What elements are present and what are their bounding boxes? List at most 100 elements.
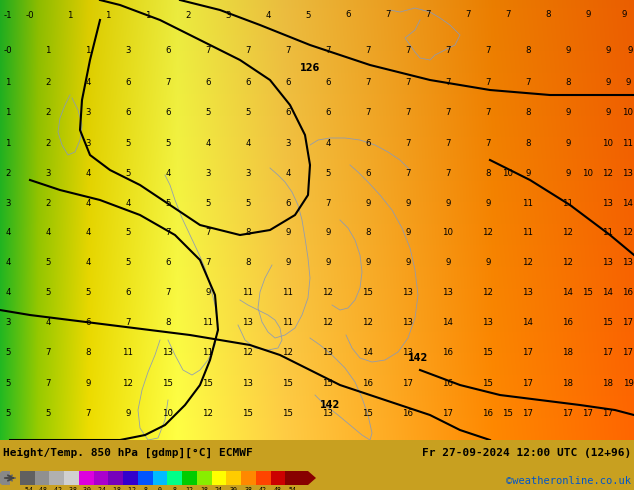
Bar — [271, 471, 285, 485]
Text: 18: 18 — [200, 487, 208, 490]
Text: 11: 11 — [202, 318, 214, 326]
Text: 6: 6 — [365, 169, 371, 177]
Text: -0: -0 — [26, 10, 34, 20]
Text: 7: 7 — [205, 258, 210, 267]
Text: 4: 4 — [5, 227, 11, 237]
Text: 4: 4 — [45, 227, 51, 237]
Text: 7: 7 — [325, 46, 331, 54]
Text: 9: 9 — [205, 288, 210, 296]
Text: -24: -24 — [95, 487, 107, 490]
Text: 9: 9 — [325, 258, 331, 267]
Text: -38: -38 — [65, 487, 77, 490]
Text: 6: 6 — [126, 77, 131, 87]
Text: 9: 9 — [566, 169, 571, 177]
Text: 15: 15 — [363, 288, 373, 296]
Text: 13: 13 — [623, 169, 633, 177]
Text: 5: 5 — [126, 258, 131, 267]
Text: 12: 12 — [562, 227, 574, 237]
Text: 8: 8 — [245, 258, 251, 267]
Text: -42: -42 — [51, 487, 63, 490]
Text: 4: 4 — [126, 198, 131, 207]
Text: 14: 14 — [363, 347, 373, 357]
Text: 7: 7 — [525, 77, 531, 87]
Text: 1: 1 — [5, 77, 11, 87]
Text: 7: 7 — [45, 378, 51, 388]
Text: 17: 17 — [403, 378, 413, 388]
Text: 18: 18 — [562, 378, 574, 388]
Text: -0: -0 — [4, 46, 12, 54]
Text: 7: 7 — [405, 46, 411, 54]
Text: 9: 9 — [566, 46, 571, 54]
Text: 54: 54 — [288, 487, 297, 490]
Text: 126: 126 — [300, 63, 320, 73]
Text: 14: 14 — [623, 198, 633, 207]
Text: 12: 12 — [482, 227, 493, 237]
Text: 15: 15 — [503, 409, 514, 417]
Text: 5: 5 — [126, 139, 131, 147]
Text: 9: 9 — [445, 258, 451, 267]
Text: 8: 8 — [245, 227, 251, 237]
Text: 17: 17 — [602, 409, 614, 417]
Text: 12: 12 — [186, 487, 193, 490]
Text: 7: 7 — [126, 318, 131, 326]
Text: 16: 16 — [443, 378, 453, 388]
Text: 9: 9 — [566, 139, 571, 147]
Text: 5: 5 — [5, 378, 11, 388]
Text: Fr 27-09-2024 12:00 UTC (12+96): Fr 27-09-2024 12:00 UTC (12+96) — [422, 448, 631, 458]
Text: 9: 9 — [585, 9, 591, 19]
Text: 5: 5 — [165, 198, 171, 207]
Text: 9: 9 — [485, 198, 491, 207]
Text: 4: 4 — [205, 139, 210, 147]
Text: 9: 9 — [625, 77, 631, 87]
Text: Height/Temp. 850 hPa [gdmp][°C] ECMWF: Height/Temp. 850 hPa [gdmp][°C] ECMWF — [3, 448, 253, 458]
Text: 12: 12 — [363, 318, 373, 326]
Text: 9: 9 — [405, 227, 411, 237]
Text: 6: 6 — [85, 318, 91, 326]
Text: 1: 1 — [105, 10, 111, 20]
Text: 6: 6 — [126, 107, 131, 117]
Text: 9: 9 — [605, 107, 611, 117]
Text: 4: 4 — [85, 169, 91, 177]
Text: 13: 13 — [443, 288, 453, 296]
Text: 3: 3 — [285, 139, 291, 147]
Text: 7: 7 — [445, 107, 451, 117]
Text: -1: -1 — [4, 10, 12, 20]
Text: 10: 10 — [602, 139, 614, 147]
Text: 4: 4 — [285, 169, 291, 177]
Text: 9: 9 — [285, 258, 290, 267]
Text: 11: 11 — [522, 198, 533, 207]
Text: 13: 13 — [242, 318, 254, 326]
Text: 3: 3 — [45, 169, 51, 177]
Text: 11: 11 — [202, 347, 214, 357]
Text: 7: 7 — [425, 9, 430, 19]
Text: 14: 14 — [443, 318, 453, 326]
Text: 7: 7 — [205, 46, 210, 54]
Text: 11: 11 — [602, 227, 614, 237]
Text: 13: 13 — [162, 347, 174, 357]
Text: 4: 4 — [325, 139, 331, 147]
Text: 13: 13 — [403, 318, 413, 326]
Text: 17: 17 — [443, 409, 453, 417]
Text: 4: 4 — [245, 139, 251, 147]
Text: 1: 1 — [85, 46, 91, 54]
Text: 19: 19 — [623, 378, 633, 388]
Text: 4: 4 — [85, 77, 91, 87]
FancyArrow shape — [0, 471, 10, 485]
Text: 7: 7 — [405, 107, 411, 117]
Text: 7: 7 — [485, 46, 491, 54]
Text: 12: 12 — [562, 258, 574, 267]
Text: 4: 4 — [85, 258, 91, 267]
Text: 6: 6 — [165, 107, 171, 117]
Text: 4: 4 — [85, 227, 91, 237]
Text: 3: 3 — [5, 198, 11, 207]
Text: 9: 9 — [365, 198, 371, 207]
Text: 13: 13 — [623, 258, 633, 267]
Text: -48: -48 — [36, 487, 48, 490]
Text: 9: 9 — [405, 258, 411, 267]
Text: 6: 6 — [285, 77, 291, 87]
Text: 15: 15 — [162, 378, 174, 388]
Text: 12: 12 — [522, 258, 533, 267]
Text: 2: 2 — [45, 139, 51, 147]
Text: 4: 4 — [5, 288, 11, 296]
Text: 15: 15 — [283, 409, 294, 417]
